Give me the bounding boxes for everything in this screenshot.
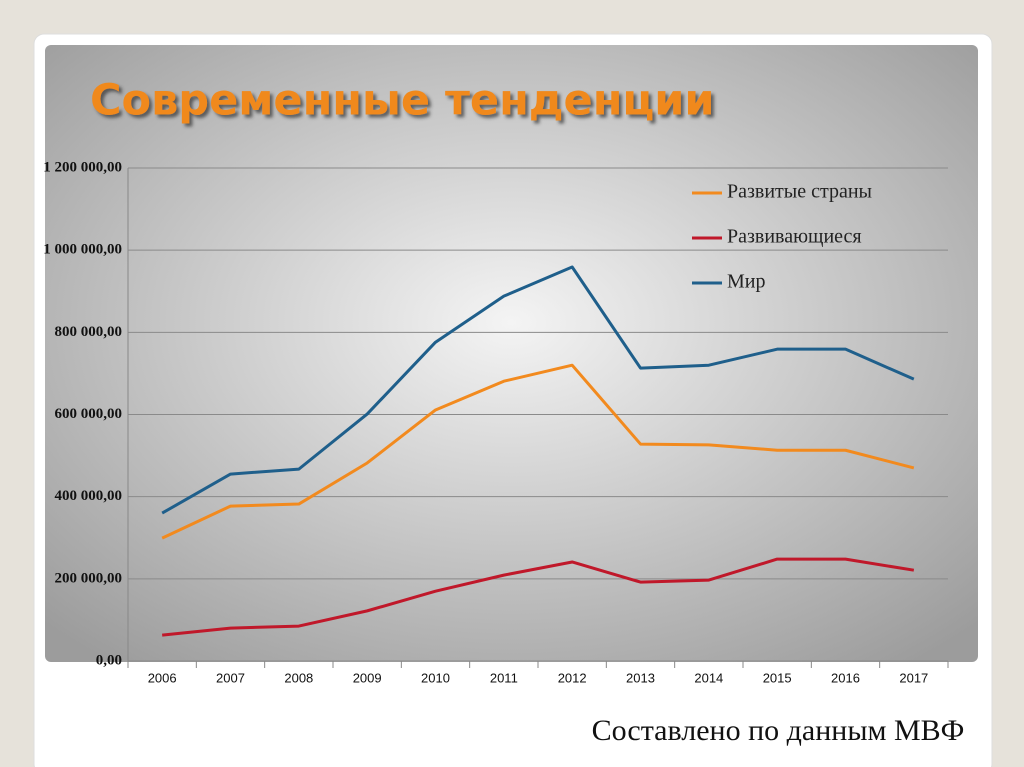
x-tick-label: 2017 — [899, 670, 928, 685]
y-tick-label: 1 200 000,00 — [43, 159, 122, 175]
x-tick-label: 2007 — [216, 670, 245, 685]
y-tick-label: 800 000,00 — [55, 324, 123, 340]
y-tick-label: 1 000 000,00 — [43, 242, 122, 258]
x-tick-label: 2012 — [558, 670, 587, 685]
x-tick-label: 2008 — [284, 670, 313, 685]
y-tick-label: 200 000,00 — [55, 570, 123, 586]
y-tick-label: 0,00 — [96, 652, 122, 668]
series-line — [161, 363, 915, 540]
y-tick-label: 600 000,00 — [55, 406, 123, 422]
x-tick-label: 2006 — [148, 670, 177, 685]
y-tick-label: 400 000,00 — [55, 488, 123, 504]
x-tick-label: 2010 — [421, 670, 450, 685]
chart-panel — [45, 45, 978, 662]
series-line — [161, 265, 915, 515]
chart-title: Современные тенденции — [90, 76, 715, 126]
x-tick-label: 2015 — [763, 670, 792, 685]
legend-label: Мир — [727, 271, 766, 293]
x-tick-label: 2011 — [490, 670, 518, 685]
x-tick-label: 2013 — [626, 670, 655, 685]
legend-label: Развивающиеся — [727, 226, 862, 248]
x-tick-label: 2014 — [694, 670, 723, 685]
legend-label: Развитые страны — [727, 181, 872, 203]
x-tick-label: 2016 — [831, 670, 860, 685]
source-note: Составлено по данным МВФ — [592, 714, 965, 747]
x-tick-label: 2009 — [353, 670, 382, 685]
series-line — [162, 557, 915, 637]
